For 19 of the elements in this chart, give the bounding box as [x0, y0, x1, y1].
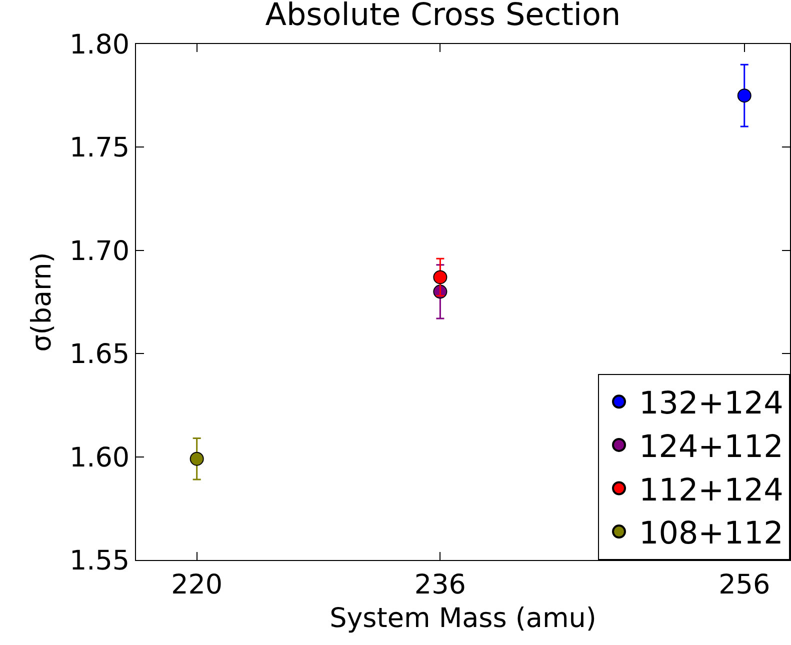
- point: [433, 270, 448, 284]
- legend-label: 108+112: [639, 516, 784, 552]
- legend-label: 124+112: [639, 429, 784, 466]
- y-tick-label: 1.65: [69, 339, 130, 370]
- x-tick-label: 220: [171, 569, 223, 600]
- y-tick-label: 1.80: [69, 29, 130, 60]
- y-tick-label: 1.55: [69, 545, 130, 576]
- point: [737, 88, 752, 103]
- x-axis-title: System Mass (amu): [330, 602, 596, 634]
- x-tick-label: 236: [414, 569, 466, 600]
- legend-label: 132+124: [639, 386, 784, 422]
- y-tick-label: 1.70: [69, 236, 130, 267]
- x-tick-label: 256: [718, 569, 770, 600]
- point: [190, 452, 204, 466]
- chart-title: Absolute Cross Section: [265, 0, 621, 33]
- y-axis-title: σ(barn): [26, 252, 58, 352]
- legend-label: 112+124: [639, 472, 784, 508]
- y-tick-label: 1.60: [69, 442, 130, 474]
- y-tick-label: 1.75: [69, 132, 130, 164]
